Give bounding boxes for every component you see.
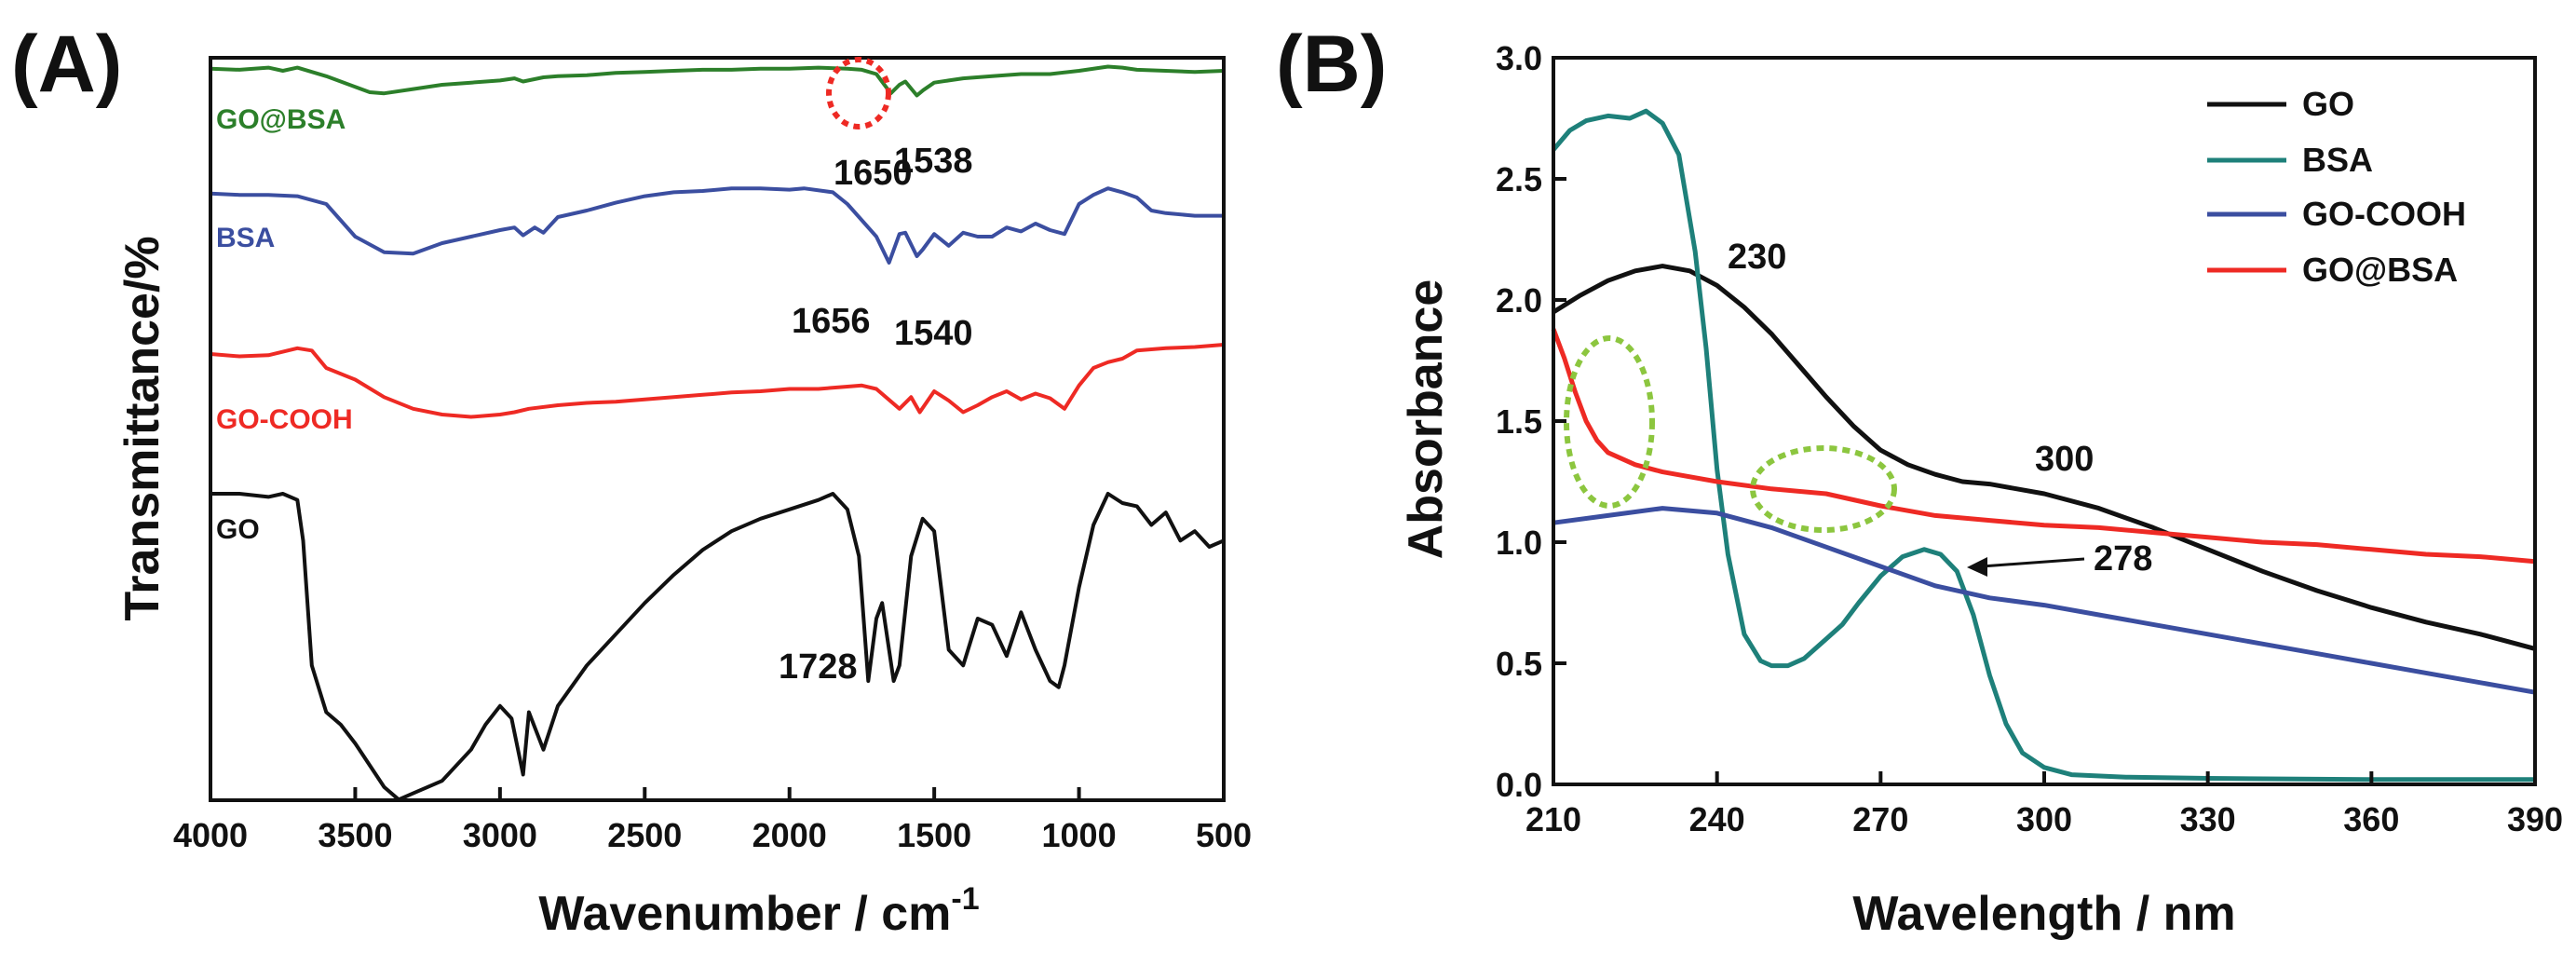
x-tick-label: 2500 — [607, 816, 682, 854]
series-line-bsa — [1552, 108, 2535, 783]
y-tick-label: 1.5 — [1496, 402, 1542, 441]
panel-a-series-group — [210, 64, 1225, 802]
series-label-go-cooh: GO-COOH — [216, 404, 353, 435]
x-tick-label: 4000 — [173, 816, 248, 854]
annotation-1728: 1728 — [779, 647, 858, 687]
panel-a-y-axis-title: Transmittance/% — [115, 236, 169, 620]
panel-a-ftir-chart: 4000 3500 3000 2500 2000 1500 1000 500 Wavenumb… — [115, 56, 1252, 941]
x-tick-label: 330 — [2180, 800, 2236, 838]
series-line-go-cooh — [1552, 506, 2536, 695]
x-tick-label: 360 — [2343, 800, 2399, 838]
y-tick-label: 0.5 — [1496, 645, 1542, 683]
panel-a-plot-frame — [209, 56, 1226, 802]
annotation-278: 278 — [2094, 539, 2152, 579]
highlight-circle-red — [826, 57, 891, 129]
legend-label-bsa: BSA — [2302, 141, 2373, 179]
y-tick-label: 1.0 — [1496, 524, 1542, 562]
legend-label-go-bsa: GO@BSA — [2302, 251, 2458, 289]
x-tick-label: 210 — [1525, 800, 1581, 838]
annotation-1540: 1540 — [894, 314, 973, 353]
x-tick-label: 2000 — [752, 816, 827, 854]
y-tick-label: 2.0 — [1496, 281, 1542, 320]
series-line-go — [1552, 264, 2536, 651]
legend-label-go-cooh: GO-COOH — [2302, 195, 2466, 233]
series-label-go: GO — [216, 514, 260, 545]
legend: GO BSA GO-COOH GO@BSA — [2207, 85, 2466, 289]
annotation-1538: 1538 — [894, 142, 973, 181]
highlight-ellipse-green-right — [1750, 445, 1897, 533]
annotation-278-arrow — [1981, 557, 2085, 568]
panel-a-x-ticks: 4000 3500 3000 2500 2000 1500 1000 500 — [173, 787, 1252, 854]
series-line-go-cooh — [210, 343, 1225, 419]
panel-b-plot-frame — [1552, 56, 2537, 786]
x-tick-label: 1500 — [897, 816, 971, 854]
x-tick-label: 500 — [1196, 816, 1252, 854]
x-tick-label: 3500 — [318, 816, 392, 854]
x-tick-label: 240 — [1689, 800, 1745, 838]
x-tick-label: 3000 — [463, 816, 537, 854]
annotation-1650: 1650 — [834, 154, 913, 193]
series-line-go-bsa — [1551, 328, 2536, 565]
series-line-bsa — [210, 186, 1224, 265]
panel-b-x-axis-title: Wavelength / nm — [1852, 887, 2235, 941]
annotation-278-arrowhead — [1967, 557, 1987, 577]
legend-label-go: GO — [2302, 85, 2354, 123]
y-tick-label: 3.0 — [1496, 39, 1542, 77]
panel-b-uv-vis-chart: 210 240 270 300 330 360 390 0.0 0.5 1.0 1.5 2.0 2.5… — [1399, 39, 2563, 941]
panel-b-y-ticks: 0.0 0.5 1.0 1.5 2.0 2.5 3.0 — [1496, 39, 1566, 804]
panel-b-y-axis-title: Absorbance — [1399, 279, 1453, 560]
x-tick-label: 390 — [2507, 800, 2563, 838]
highlight-ellipse-green-left — [1564, 335, 1655, 509]
series-line-go — [210, 492, 1225, 802]
y-tick-label: 2.5 — [1496, 160, 1542, 198]
panel-b-label: (B) — [1276, 20, 1387, 109]
x-tick-label: 300 — [2016, 800, 2072, 838]
x-tick-label: 270 — [1852, 800, 1908, 838]
series-label-bsa: BSA — [216, 223, 275, 253]
panel-a-label: (A) — [11, 20, 122, 109]
annotation-230: 230 — [1728, 238, 1786, 277]
annotation-300: 300 — [2035, 440, 2094, 479]
series-line-go-bsa — [210, 64, 1225, 98]
panel-b-series-group — [1551, 108, 2536, 783]
panel-b-x-ticks: 210 240 270 300 330 360 390 — [1525, 771, 2563, 838]
series-label-go-bsa: GO@BSA — [216, 104, 346, 135]
annotation-1656: 1656 — [792, 302, 871, 341]
panel-a-x-axis-title: Wavenumber / cm-1 — [538, 881, 979, 941]
x-tick-label: 1000 — [1042, 816, 1117, 854]
y-tick-label: 0.0 — [1496, 766, 1542, 804]
